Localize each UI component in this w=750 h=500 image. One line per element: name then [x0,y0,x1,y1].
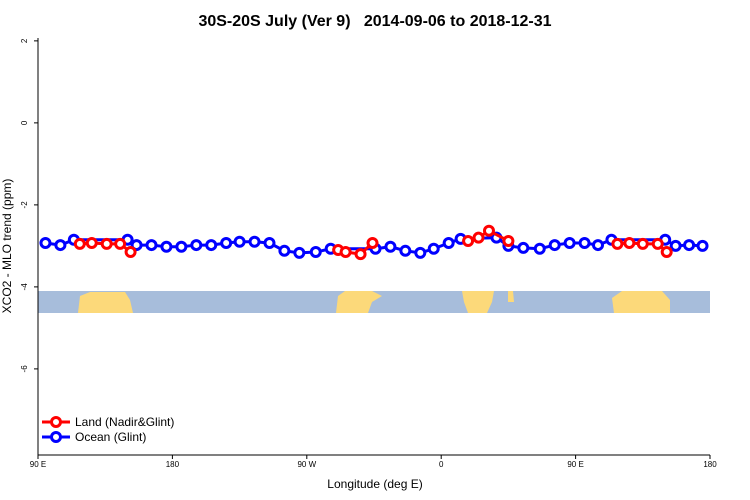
point-marker [384,240,397,253]
y-tick-label: 0 [20,120,29,125]
y-axis-label: XCO2 - MLO trend (ppm) [0,179,14,314]
x-axis-label: Longitude (deg E) [327,477,422,491]
y-tick-label: -2 [20,201,29,209]
point-marker [114,237,127,250]
chart-title: 30S-20S July (Ver 9) 2014-09-06 to 2018-… [198,13,551,30]
x-tick-label: 90 W [297,460,316,469]
point-marker [502,234,515,247]
point-marker [54,239,67,252]
point-marker [611,237,624,250]
x-tick-label: 180 [703,460,717,469]
point-marker [233,235,246,248]
point-marker [175,240,188,253]
point-marker [442,237,455,250]
y-tick-label: -6 [20,365,29,373]
x-tick-label: 180 [166,460,180,469]
x-tick-label: 0 [439,460,444,469]
legend-label: Land (Nadir&Glint) [75,415,174,429]
point-marker [39,237,52,250]
point-marker [533,242,546,255]
point-marker [563,237,576,250]
point-marker [145,239,158,252]
legend-label: Ocean (Glint) [75,430,146,444]
point-marker [190,239,203,252]
point-marker [124,246,137,259]
point-marker [623,237,636,250]
point-marker [578,237,591,250]
point-marker [696,239,709,252]
legend-marker [50,431,62,443]
point-marker [548,239,561,252]
point-marker [482,224,495,237]
point-marker [592,239,604,252]
point-marker [669,239,682,252]
point-marker [636,237,649,250]
point-marker [427,242,440,255]
x-tick-label: 90 E [30,460,46,469]
point-marker [414,246,427,259]
point-marker [85,237,98,250]
point-marker [309,246,322,259]
point-marker [366,237,379,250]
point-marker [399,244,412,257]
point-marker [293,246,306,259]
point-marker [278,244,291,257]
point-marker [462,234,475,247]
legend-marker [50,416,62,428]
point-marker [517,241,530,254]
point-marker [248,235,261,248]
point-marker [472,231,485,244]
map-strip [38,291,710,313]
point-marker [205,239,218,252]
point-marker [339,246,352,259]
point-marker [160,240,173,253]
point-marker [263,237,276,250]
point-marker [130,239,143,252]
point-marker [354,248,367,261]
y-tick-label: 2 [20,38,29,43]
point-marker [651,237,664,250]
y-tick-label: -4 [20,283,29,291]
point-marker [683,239,696,252]
point-marker [100,237,113,250]
point-marker [73,237,86,250]
point-marker [660,246,673,259]
x-tick-label: 90 E [567,460,583,469]
point-marker [220,237,233,250]
